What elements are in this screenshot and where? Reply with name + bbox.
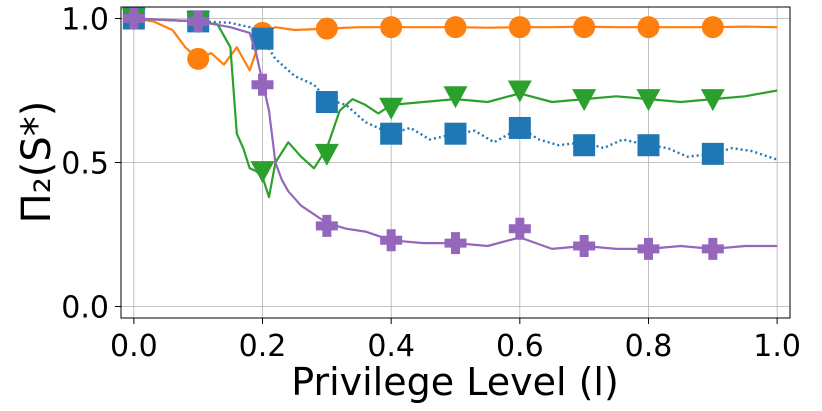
marker-blue-square	[315, 91, 338, 114]
y-tick-label: 0.0	[61, 290, 109, 325]
marker-blue-square	[444, 122, 467, 145]
marker-blue-square	[637, 134, 660, 157]
marker-orange-circle	[315, 17, 338, 40]
ticks: 0.0 0.2 0.4 0.6 0.8 1.0 0.0 0.5 1.0	[61, 3, 801, 364]
marker-green-triangle	[379, 97, 404, 120]
marker-purple-plus	[444, 232, 467, 255]
marker-purple-plus	[315, 214, 338, 237]
marker-blue-square	[701, 142, 724, 165]
marker-purple-plus	[380, 229, 403, 252]
marker-orange-circle	[637, 16, 660, 39]
series-purple-plus	[122, 7, 778, 260]
y-tick-label: 0.5	[61, 147, 109, 182]
marker-orange-circle	[508, 16, 531, 39]
x-tick-label: 0.2	[239, 329, 287, 364]
marker-green-triangle	[250, 161, 275, 184]
marker-blue-square	[380, 122, 403, 145]
grid	[121, 7, 790, 318]
series-line-green-triangle	[133, 17, 778, 199]
y-axis-title: Π₂(S*)	[14, 101, 60, 224]
marker-purple-plus	[508, 217, 531, 240]
series-orange-circle	[122, 7, 778, 72]
marker-orange-circle	[187, 47, 210, 70]
marker-green-triangle	[700, 89, 725, 112]
marker-green-triangle	[572, 89, 597, 112]
marker-green-triangle	[507, 80, 532, 103]
marker-purple-plus	[573, 235, 596, 258]
x-tick-label: 0.6	[496, 329, 544, 364]
marker-orange-circle	[573, 16, 596, 39]
marker-purple-plus	[187, 10, 210, 33]
y-tick-label: 1.0	[61, 3, 109, 38]
x-tick-label: 0.0	[110, 329, 158, 364]
marker-blue-square	[508, 116, 531, 139]
marker-blue-square	[573, 134, 596, 157]
marker-purple-plus	[701, 237, 724, 260]
x-axis-title: Privilege Level (l)	[291, 360, 619, 404]
series-layer	[121, 7, 778, 260]
marker-green-triangle	[443, 86, 468, 109]
marker-orange-circle	[444, 16, 467, 39]
x-tick-label: 0.4	[367, 329, 415, 364]
marker-purple-plus	[637, 237, 660, 260]
marker-green-triangle	[314, 143, 339, 166]
marker-purple-plus	[251, 73, 274, 96]
marker-blue-square	[251, 27, 274, 50]
marker-green-triangle	[636, 89, 661, 112]
marker-orange-circle	[380, 16, 403, 39]
x-tick-label: 0.8	[625, 329, 673, 364]
series-green-triangle	[121, 8, 778, 199]
x-tick-label: 1.0	[753, 329, 801, 364]
marker-purple-plus	[122, 7, 145, 30]
marker-orange-circle	[701, 16, 724, 39]
series-line-purple-plus	[133, 17, 778, 250]
